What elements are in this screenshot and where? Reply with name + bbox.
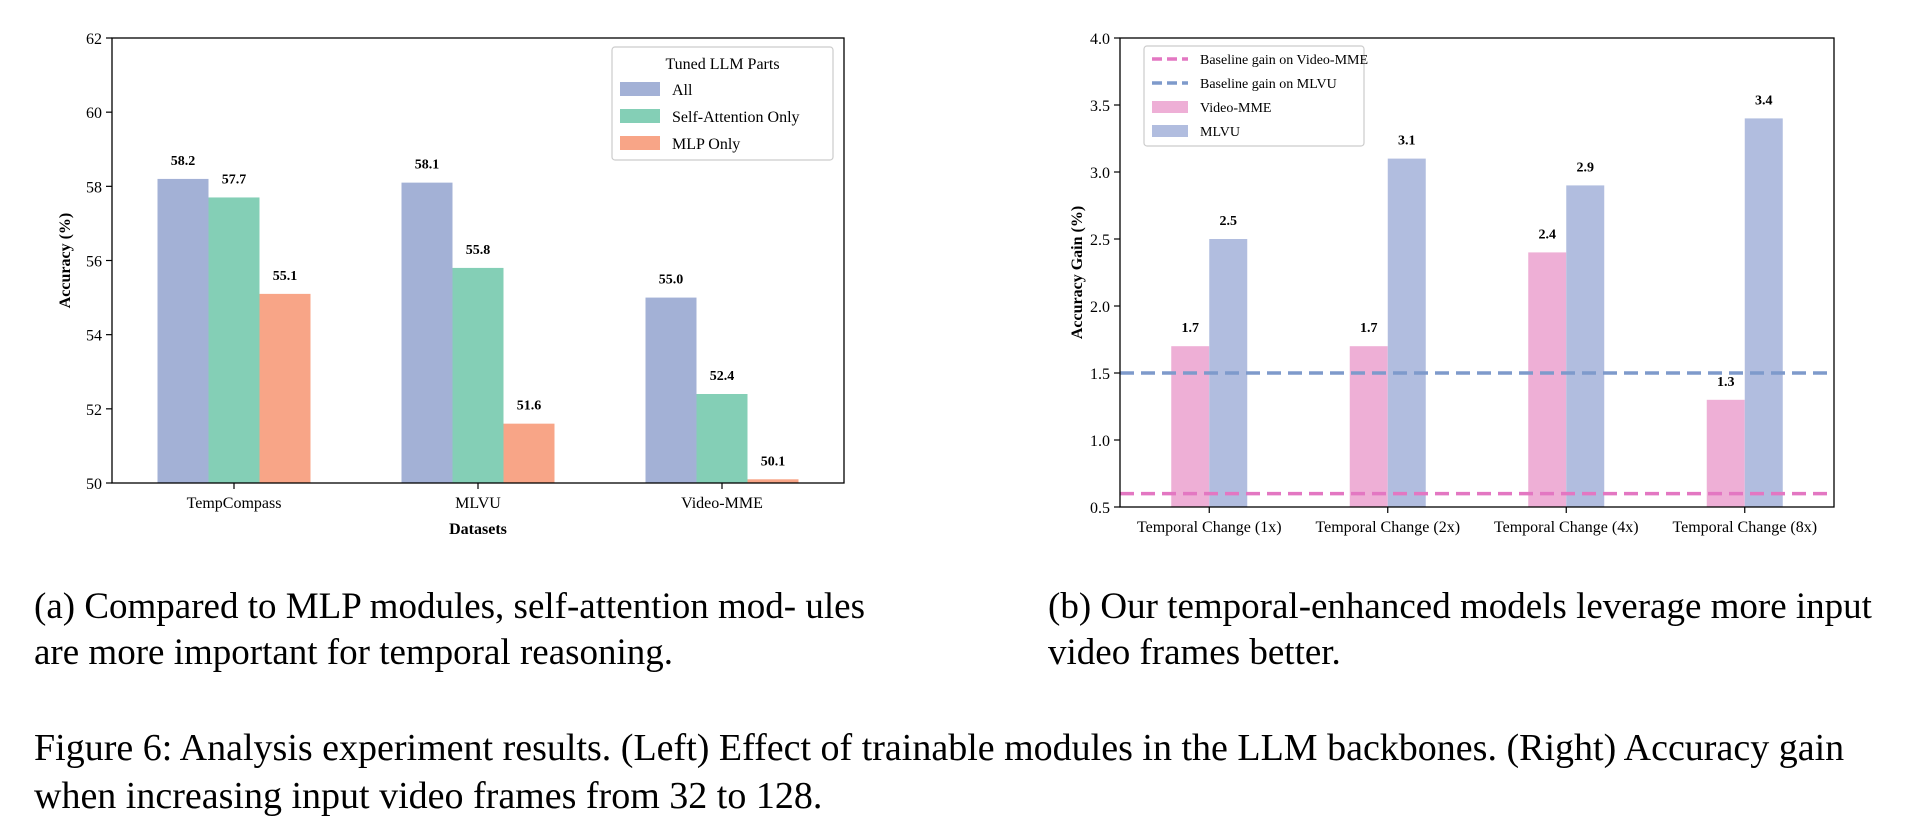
bar-a	[401, 182, 453, 483]
y-axis-title-b: Accuracy Gain (%)	[1069, 206, 1086, 339]
bar-a	[259, 293, 311, 483]
xtick-label-b: Temporal Change (4x)	[1494, 519, 1639, 536]
legend-swatch-b	[1152, 125, 1188, 137]
ytick-label-b: 3.5	[1090, 98, 1110, 115]
data-label-b: 3.4	[1755, 93, 1773, 108]
xtick-label-b: Temporal Change (8x)	[1672, 519, 1817, 536]
figure-caption: Figure 6: Analysis experiment results. (…	[34, 727, 1845, 817]
ytick-label-a: 58	[86, 179, 102, 196]
data-label-a: 58.1	[415, 158, 440, 173]
bar-b	[1744, 118, 1783, 508]
figure-charts: 58.2 58.1 55.0 57.7 55.8 52.4 55.1 51.6 50.1 50 52…	[57, 31, 1835, 538]
x-axis-title-a: Datasets	[449, 521, 507, 538]
legend-label-b: Baseline gain on MLVU	[1200, 77, 1337, 92]
data-label-a: 51.6	[517, 399, 542, 414]
legend-label-a: MLP Only	[672, 136, 740, 153]
data-label-a: 57.7	[222, 172, 247, 187]
ytick-label-a: 62	[86, 31, 102, 48]
data-label-a: 55.0	[659, 273, 684, 288]
bar-a	[645, 297, 697, 483]
legend-label-b: Video-MME	[1200, 101, 1271, 116]
bar-a	[208, 197, 260, 484]
xtick-label-b: Temporal Change (2x)	[1315, 519, 1460, 536]
legend-box-a	[611, 46, 834, 161]
legend-box-b	[1143, 45, 1365, 147]
ytick-label-b: 3.0	[1090, 165, 1110, 182]
ytick-label-b: 2.5	[1090, 232, 1110, 249]
data-label-a: 55.1	[273, 269, 298, 284]
xtick-label-b: Temporal Change (1x)	[1137, 519, 1282, 536]
bar-a	[503, 423, 555, 483]
bar-b	[1387, 158, 1426, 507]
ytick-label-b: 1.0	[1090, 433, 1110, 450]
caption-a: (a) Compared to MLP modules, self-attent…	[34, 586, 865, 673]
ytick-label-a: 50	[86, 476, 102, 493]
bar-b	[1528, 252, 1567, 507]
bar-b	[1349, 346, 1388, 507]
legend-swatch-b	[1152, 101, 1188, 113]
bar-b	[1171, 346, 1210, 507]
plot-frame-b	[1119, 37, 1835, 508]
data-label-a: 55.8	[466, 243, 491, 258]
y-axis-title-a: Accuracy (%)	[57, 213, 74, 309]
bar-b	[1566, 185, 1605, 507]
caption-b: (b) Our temporal-enhanced models leverag…	[1048, 586, 1872, 673]
data-label-b: 2.4	[1539, 227, 1557, 242]
data-label-b: 1.7	[1182, 321, 1200, 336]
ytick-label-a: 54	[86, 328, 102, 345]
ytick-label-b: 2.0	[1090, 299, 1110, 316]
legend-label-b: Baseline gain on Video-MME	[1200, 53, 1368, 68]
ytick-label-a: 52	[86, 402, 102, 419]
data-label-b: 3.1	[1398, 134, 1416, 149]
legend-swatch-a	[620, 82, 660, 96]
xtick-label-a: MLVU	[455, 495, 501, 512]
data-label-b: 2.9	[1577, 160, 1595, 175]
data-label-a: 58.2	[171, 154, 196, 169]
xtick-label-a: Video-MME	[681, 495, 763, 512]
data-label-a: 50.1	[761, 454, 786, 469]
legend-label-a: Self-Attention Only	[672, 109, 800, 126]
data-label-a: 52.4	[710, 369, 735, 384]
ytick-label-a: 56	[86, 254, 102, 271]
bar-b	[1706, 399, 1745, 507]
legend-title-a: Tuned LLM Parts	[665, 56, 779, 73]
bar-a	[452, 267, 504, 483]
data-label-b: 1.7	[1360, 321, 1378, 336]
legend-swatch-a	[620, 109, 660, 123]
ytick-label-b: 1.5	[1090, 366, 1110, 383]
ytick-label-b: 4.0	[1090, 31, 1110, 48]
ytick-label-b: 0.5	[1090, 500, 1110, 517]
legend-swatch-a	[620, 136, 660, 150]
ytick-label-a: 60	[86, 105, 102, 122]
legend-label-a: All	[672, 82, 693, 99]
bar-a	[747, 479, 799, 483]
xtick-label-a: TempCompass	[187, 495, 282, 512]
legend-label-b: MLVU	[1200, 125, 1240, 140]
bar-a	[696, 394, 748, 483]
data-label-b: 2.5	[1220, 214, 1238, 229]
data-label-b: 1.3	[1717, 375, 1735, 390]
bar-a	[157, 178, 209, 483]
